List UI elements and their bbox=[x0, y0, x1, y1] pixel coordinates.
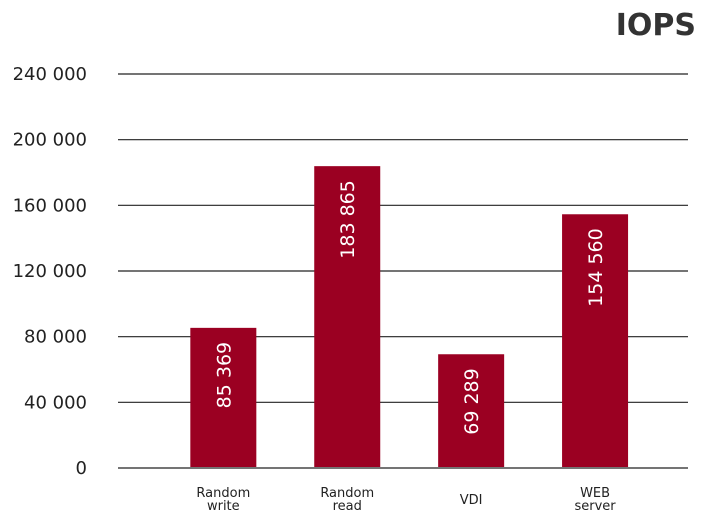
y-tick-label: 120 000 bbox=[13, 261, 87, 282]
y-tick-label: 80 000 bbox=[24, 327, 87, 348]
bar bbox=[190, 327, 257, 467]
x-category-label-line: Random bbox=[320, 486, 374, 501]
y-tick-label: 160 000 bbox=[13, 195, 87, 216]
y-tick-label: 240 000 bbox=[13, 64, 87, 85]
x-category-label-line: write bbox=[207, 499, 240, 513]
x-category-label-line: Random bbox=[196, 486, 250, 501]
x-category-label-line: VDI bbox=[460, 493, 483, 508]
data-labels: 85 369 183 865 69 289 154 560 bbox=[213, 180, 607, 435]
data-label: 69 289 bbox=[461, 368, 483, 434]
bar bbox=[562, 214, 629, 467]
chart-title: IOPS bbox=[615, 8, 696, 43]
y-tick-label: 0 bbox=[76, 458, 87, 479]
x-category-label-line: WEB bbox=[580, 486, 610, 501]
x-category-label: Random write bbox=[196, 486, 250, 513]
bars bbox=[190, 166, 629, 467]
bar bbox=[314, 166, 381, 467]
x-category-label-line: read bbox=[333, 499, 362, 513]
data-label: 183 865 bbox=[337, 180, 359, 259]
bar bbox=[438, 354, 505, 467]
data-label: 85 369 bbox=[213, 342, 235, 408]
data-label: 154 560 bbox=[585, 228, 607, 307]
y-tick-label: 40 000 bbox=[24, 392, 87, 413]
y-tick-label: 200 000 bbox=[13, 130, 87, 151]
x-category-label: VDI bbox=[460, 493, 483, 508]
x-category-label: WEB server bbox=[574, 486, 616, 513]
y-axis-tick-labels: 0 40 000 80 000 120 000 160 000 200 000 240 00… bbox=[13, 64, 87, 479]
x-category-label-line: server bbox=[574, 499, 616, 513]
x-category-label: Random read bbox=[320, 486, 374, 513]
